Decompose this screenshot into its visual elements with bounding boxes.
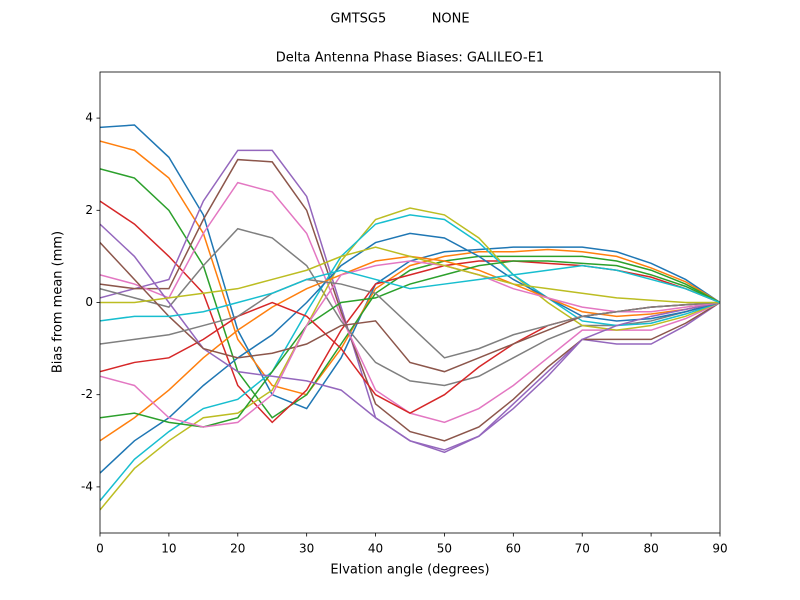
x-tick-label: 70 xyxy=(575,542,590,556)
x-axis-label: Elvation angle (degrees) xyxy=(330,563,489,578)
data-line xyxy=(100,301,720,414)
x-tick-label: 20 xyxy=(230,542,245,556)
data-line xyxy=(100,278,720,359)
y-tick-label: 0 xyxy=(85,295,93,309)
x-tick-label: 10 xyxy=(161,542,176,556)
data-line xyxy=(100,158,720,442)
x-tick-label: 60 xyxy=(506,542,521,556)
y-tick-label: -4 xyxy=(81,479,93,493)
x-tick-label: 0 xyxy=(96,542,104,556)
x-tick-label: 50 xyxy=(437,542,452,556)
chart-title: Delta Antenna Phase Biases: GALILEO-E1 xyxy=(276,51,544,66)
x-tick-label: 40 xyxy=(368,542,383,556)
x-tick-label: 30 xyxy=(299,542,314,556)
plot-area: 0 10 20 30 40 50 60 70 80 90 -4 -2 0 2 4 xyxy=(81,71,728,556)
data-line xyxy=(100,232,720,474)
y-tick-label: 2 xyxy=(85,203,93,217)
data-line xyxy=(100,264,720,322)
x-tick-label: 80 xyxy=(643,542,658,556)
x-tick-label: 90 xyxy=(712,542,727,556)
data-line xyxy=(100,149,720,454)
suptitle: GMTSG5 NONE xyxy=(330,12,469,27)
data-line xyxy=(100,242,720,373)
y-tick-label: -2 xyxy=(81,387,93,401)
y-axis-label: Bias from mean (mm) xyxy=(51,231,66,373)
y-tick-label: 4 xyxy=(85,111,93,125)
data-line xyxy=(100,246,720,304)
data-line xyxy=(100,181,720,424)
data-line xyxy=(100,124,720,410)
plot-frame xyxy=(99,71,721,534)
data-line xyxy=(100,207,720,511)
data-line xyxy=(100,214,720,502)
